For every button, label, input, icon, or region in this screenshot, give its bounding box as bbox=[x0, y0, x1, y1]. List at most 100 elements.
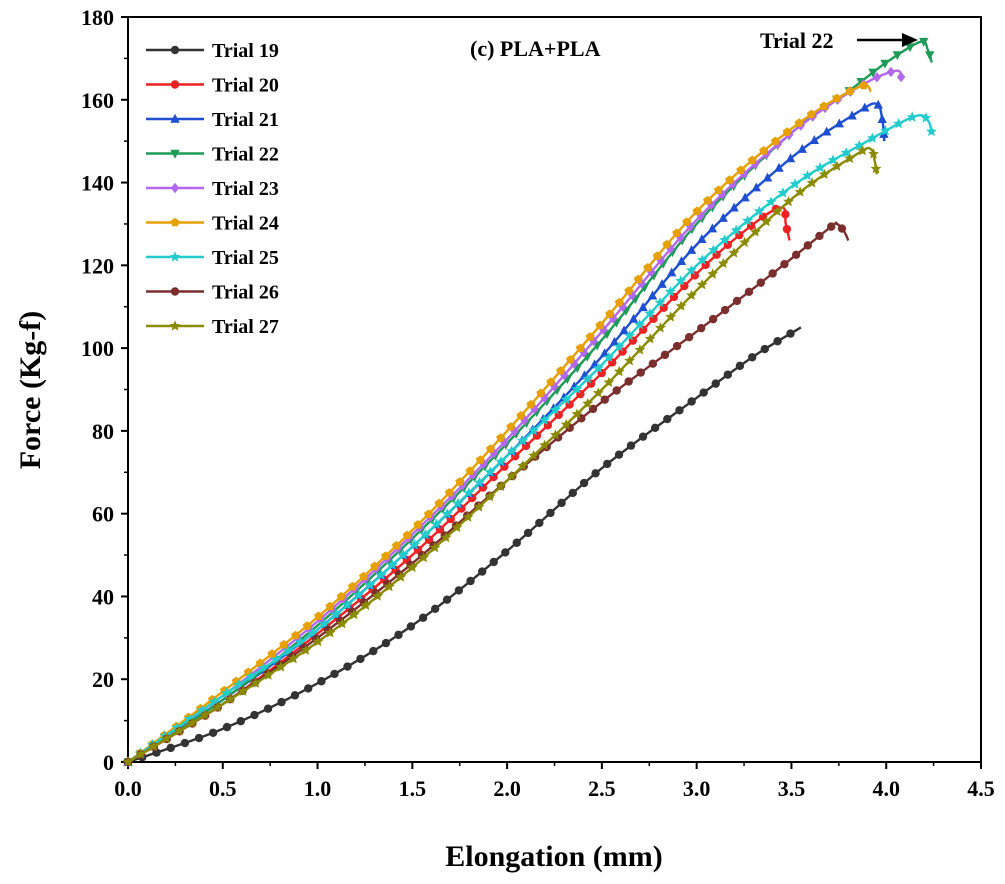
data-point-trial-27 bbox=[675, 300, 687, 311]
data-point-trial-23 bbox=[676, 232, 685, 243]
data-point-trial-23 bbox=[750, 158, 760, 170]
data-point-trial-25 bbox=[926, 125, 937, 137]
data-point-trial-19 bbox=[557, 498, 566, 508]
x-tick-label: 1.0 bbox=[304, 776, 332, 801]
data-point-trial-27 bbox=[275, 661, 287, 672]
data-point-trial-24 bbox=[413, 520, 423, 529]
data-point-trial-19 bbox=[290, 691, 300, 700]
data-point-trial-24 bbox=[302, 621, 312, 630]
y-tick-label: 80 bbox=[92, 419, 114, 444]
y-tick-label: 20 bbox=[92, 667, 114, 692]
data-point-trial-27 bbox=[739, 236, 751, 248]
x-tick-label: 3.5 bbox=[778, 776, 806, 801]
data-point-trial-27 bbox=[831, 160, 843, 171]
series-trial-23 bbox=[123, 66, 906, 768]
data-point-trial-25 bbox=[753, 205, 765, 216]
data-point-trial-24 bbox=[444, 487, 454, 497]
data-point-trial-24 bbox=[423, 509, 433, 518]
data-point-trial-25 bbox=[906, 111, 918, 122]
data-point-trial-27 bbox=[324, 627, 336, 638]
data-point-trial-21 bbox=[676, 256, 687, 265]
data-point-trial-27 bbox=[517, 460, 529, 471]
data-point-trial-25 bbox=[517, 435, 529, 446]
data-point-trial-19 bbox=[442, 595, 452, 604]
data-point-trial-27 bbox=[560, 418, 572, 430]
data-point-trial-24 bbox=[633, 274, 643, 284]
data-point-trial-27 bbox=[300, 644, 312, 655]
series-line-trial-23 bbox=[127, 69, 903, 763]
data-point-trial-25 bbox=[613, 340, 625, 352]
data-point-trial-27 bbox=[161, 733, 172, 744]
data-point-trial-25 bbox=[893, 117, 905, 129]
data-point-trial-27 bbox=[749, 226, 761, 237]
legend-marker bbox=[169, 251, 181, 262]
legend-marker bbox=[170, 80, 180, 89]
data-point-trial-24 bbox=[546, 377, 556, 386]
data-point-trial-21 bbox=[729, 202, 739, 212]
data-point-trial-24 bbox=[736, 165, 746, 174]
legend-marker bbox=[170, 113, 180, 123]
data-point-trial-26 bbox=[672, 341, 682, 351]
data-point-trial-21 bbox=[774, 162, 784, 172]
data-point-trial-25 bbox=[409, 539, 420, 550]
legend-label: Trial 21 bbox=[212, 109, 279, 131]
data-point-trial-20 bbox=[781, 210, 790, 219]
chart-title: (c) PLA+PLA bbox=[470, 36, 601, 61]
data-point-trial-21 bbox=[762, 172, 773, 182]
data-point-trial-24 bbox=[291, 630, 300, 640]
data-point-trial-27 bbox=[760, 216, 772, 227]
data-point-trial-27 bbox=[148, 740, 160, 752]
data-point-trial-24 bbox=[806, 109, 816, 119]
data-point-trial-24 bbox=[475, 455, 485, 464]
data-point-trial-21 bbox=[740, 192, 750, 202]
y-tick-label: 120 bbox=[81, 253, 114, 278]
data-point-trial-23 bbox=[707, 199, 716, 211]
data-point-trial-19 bbox=[236, 716, 245, 726]
data-point-trial-21 bbox=[686, 244, 697, 254]
data-point-trial-24 bbox=[643, 263, 653, 272]
x-tick-label: 4.0 bbox=[872, 776, 900, 801]
data-point-trial-27 bbox=[135, 748, 147, 759]
data-point-trial-24 bbox=[725, 175, 734, 184]
data-point-trial-25 bbox=[528, 424, 539, 436]
data-point-trial-19 bbox=[394, 630, 403, 640]
data-point-trial-25 bbox=[430, 518, 442, 529]
data-point-trial-25 bbox=[330, 608, 342, 620]
data-point-trial-25 bbox=[582, 373, 594, 384]
data-point-trial-27 bbox=[186, 717, 198, 728]
data-point-trial-26 bbox=[588, 404, 598, 414]
data-point-trial-23 bbox=[656, 255, 666, 266]
data-point-trial-24 bbox=[682, 217, 692, 226]
data-point-trial-25 bbox=[644, 307, 656, 319]
data-point-trial-25 bbox=[571, 383, 583, 394]
data-point-trial-21 bbox=[697, 234, 707, 243]
data-point-trial-24 bbox=[267, 649, 277, 658]
data-point-trial-19 bbox=[418, 613, 428, 622]
data-point-trial-25 bbox=[742, 215, 753, 226]
data-point-trial-19 bbox=[579, 478, 589, 488]
data-point-trial-24 bbox=[575, 343, 585, 352]
data-point-trial-19 bbox=[222, 722, 232, 732]
data-point-trial-27 bbox=[212, 701, 224, 712]
data-point-trial-27 bbox=[582, 397, 594, 409]
data-point-trial-25 bbox=[696, 254, 708, 265]
data-point-trial-27 bbox=[603, 376, 615, 388]
data-point-trial-26 bbox=[720, 305, 730, 315]
data-point-trial-21 bbox=[657, 278, 667, 288]
data-point-trial-21 bbox=[877, 114, 887, 123]
data-point-trial-27 bbox=[794, 186, 806, 197]
data-point-trial-23 bbox=[728, 178, 738, 190]
data-point-trial-26 bbox=[684, 332, 694, 342]
series-layer bbox=[122, 37, 937, 768]
data-point-trial-27 bbox=[844, 152, 856, 164]
data-point-trial-19 bbox=[786, 329, 795, 338]
data-point-trial-19 bbox=[356, 654, 365, 664]
series-trial-19 bbox=[123, 326, 802, 767]
data-point-trial-27 bbox=[870, 163, 882, 174]
data-point-trial-19 bbox=[687, 397, 696, 406]
data-point-trial-19 bbox=[330, 669, 339, 679]
data-point-trial-24 bbox=[370, 561, 380, 571]
legend-label: Trial 22 bbox=[212, 144, 279, 166]
legend-item-trial-19: Trial 19 bbox=[146, 40, 279, 62]
data-point-trial-25 bbox=[814, 162, 826, 173]
